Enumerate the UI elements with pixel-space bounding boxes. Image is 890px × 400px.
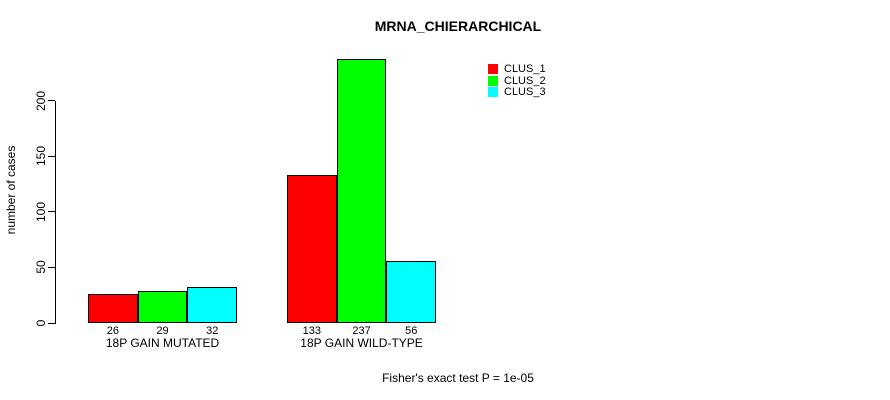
bar-clus_2-2 [336, 59, 387, 323]
bar-value-label: 26 [106, 324, 119, 337]
y-axis-label: number of cases [4, 145, 18, 235]
y-axis-tick [48, 155, 55, 157]
y-axis-tick [48, 266, 55, 268]
y-axis-tick-label: 100 [34, 201, 48, 222]
bar-value-label: 237 [352, 324, 371, 337]
y-axis-tick [48, 211, 55, 213]
legend: CLUS_1 CLUS_2 CLUS_3 [488, 63, 546, 98]
y-axis-tick-label: 50 [34, 260, 48, 275]
bar-value-label: 29 [156, 324, 169, 337]
legend-swatch-icon [488, 75, 498, 86]
x-axis-category-label: 18P GAIN MUTATED [105, 336, 220, 350]
y-axis-tick [48, 322, 55, 324]
bar-value-label: 32 [206, 324, 219, 337]
annotation-text: Fisher's exact test P = 1e-05 [382, 371, 534, 385]
bar-clus_3-2 [386, 260, 437, 323]
x-axis-category-label: 18P GAIN WILD-TYPE [300, 336, 423, 350]
y-axis-tick-label: 150 [34, 146, 48, 167]
legend-item-clus_3: CLUS_3 [488, 86, 546, 98]
bar-clus_3-1 [187, 287, 238, 323]
bar-clus_1-2 [287, 175, 337, 323]
legend-swatch-icon [488, 87, 498, 98]
y-axis-tick [48, 100, 55, 101]
y-axis-line [55, 100, 56, 324]
bar-value-label: 133 [302, 324, 322, 337]
bar-value-label: 56 [405, 324, 418, 337]
y-axis-tick-label: 200 [34, 90, 48, 111]
legend-swatch-icon [488, 63, 498, 74]
legend-label: CLUS_2 [504, 74, 546, 87]
legend-item-clus_1: CLUS_1 [488, 63, 546, 75]
bar-clus_2-1 [137, 290, 188, 323]
legend-item-clus_2: CLUS_2 [488, 75, 546, 87]
legend-label: CLUS_3 [504, 86, 546, 99]
chart-title: MRNA_CHIERARCHICAL [374, 18, 542, 34]
legend-label: CLUS_1 [504, 62, 546, 75]
bar-clus_1-1 [88, 294, 138, 323]
y-axis-tick-label: 0 [34, 319, 48, 327]
